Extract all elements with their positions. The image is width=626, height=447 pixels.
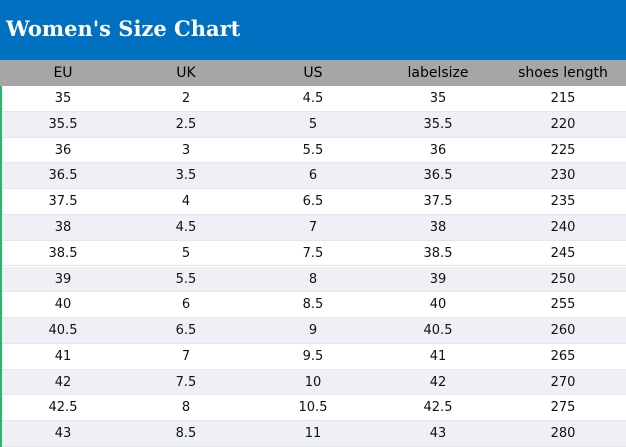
column-header: US [303, 65, 323, 81]
table-cell: 7 [181, 348, 191, 364]
table-row: 41 7 9.5 41 265 [0, 344, 626, 370]
table-cell: 38.5 [48, 245, 78, 261]
table-cell: 7.5 [302, 245, 324, 261]
table-cell: 2 [181, 91, 191, 106]
table-cell: 275 [550, 400, 576, 416]
table-cell: 260 [550, 323, 576, 339]
table-cell: 5.5 [302, 142, 324, 158]
table-cell: 240 [550, 219, 576, 235]
table-cell: 11 [304, 426, 322, 442]
table-cell: 42 [429, 374, 447, 390]
table-cell: 8 [181, 400, 191, 416]
table-cell: 7.5 [175, 374, 197, 390]
column-header: shoes length [518, 65, 608, 81]
table-cell: 3.5 [175, 168, 197, 184]
table-cell: 255 [550, 297, 576, 313]
table-cell: 6 [308, 168, 318, 184]
table-cell: 42.5 [423, 400, 453, 416]
table-cell: 8.5 [302, 297, 324, 313]
table-row: 40 6 8.5 40 255 [0, 292, 626, 319]
table-cell: 42.5 [48, 400, 78, 416]
table-row: 42 7.5 10 42 270 [0, 369, 626, 396]
table-cell: 8 [308, 271, 318, 287]
column-header: EU [53, 65, 73, 81]
table-cell: 37.5 [48, 194, 78, 210]
table-cell: 5.5 [175, 271, 197, 287]
table-cell: 4.5 [302, 91, 324, 106]
table-cell: 40.5 [48, 323, 78, 339]
table-cell: 250 [550, 271, 576, 287]
table-cell: 225 [550, 142, 576, 158]
table-cell: 38 [429, 219, 447, 235]
table-cell: 6.5 [302, 194, 324, 210]
table-cell: 10 [304, 374, 322, 390]
table-cell: 215 [550, 91, 576, 106]
column-header: labelsize [407, 65, 469, 81]
table-cell: 4.5 [175, 219, 197, 235]
table-cell: 36.5 [48, 168, 78, 184]
table-cell: 36.5 [423, 168, 453, 184]
table-cell: 5 [308, 116, 318, 132]
header-row: EU UK US labelsize shoes length [0, 60, 626, 86]
table-cell: 43 [54, 426, 72, 442]
table-cell: 41 [429, 348, 447, 364]
table-cell: 40.5 [423, 323, 453, 339]
table-cell: 7 [308, 219, 318, 235]
table-row: 37.5 4 6.5 37.5 235 [0, 189, 626, 215]
table-cell: 39 [54, 271, 72, 287]
table-row: 36 3 5.5 36 225 [0, 138, 626, 164]
title-banner: Women's Size Chart [0, 0, 626, 60]
table-body: 35 2 4.5 35 215 35.5 2.5 5 35.5 220 36 3 5.5 36 225 36.… [0, 86, 626, 447]
table-cell: 245 [550, 245, 576, 261]
table-row: 39 5.5 8 39 250 [0, 266, 626, 293]
table-cell: 8.5 [175, 426, 197, 442]
column-header: UK [176, 65, 196, 81]
table-cell: 41 [54, 348, 72, 364]
table-cell: 230 [550, 168, 576, 184]
table-cell: 39 [429, 271, 447, 287]
table-cell: 38.5 [423, 245, 453, 261]
table-cell: 265 [550, 348, 576, 364]
table-row: 35.5 2.5 5 35.5 220 [0, 111, 626, 138]
table-row: 36.5 3.5 6 36.5 230 [0, 163, 626, 190]
table-cell: 37.5 [423, 194, 453, 210]
table-cell: 35.5 [423, 116, 453, 132]
title: Women's Size Chart [6, 16, 241, 41]
table-cell: 36 [429, 142, 447, 158]
table-cell: 270 [550, 374, 576, 390]
table-cell: 6 [181, 297, 191, 313]
table-row: 38 4.5 7 38 240 [0, 214, 626, 241]
table-cell: 5 [181, 245, 191, 261]
table-cell: 280 [550, 426, 576, 442]
table-cell: 35.5 [48, 116, 78, 132]
table-row: 40.5 6.5 9 40.5 260 [0, 318, 626, 344]
table-cell: 35 [54, 91, 72, 106]
table-cell: 35 [429, 91, 447, 106]
table-cell: 3 [181, 142, 191, 158]
table-cell: 36 [54, 142, 72, 158]
table-cell: 43 [429, 426, 447, 442]
table-cell: 40 [54, 297, 72, 313]
table-cell: 6.5 [175, 323, 197, 339]
table-cell: 220 [550, 116, 576, 132]
table-cell: 38 [54, 219, 72, 235]
table-cell: 42 [54, 374, 72, 390]
table-cell: 9.5 [302, 348, 324, 364]
table-row: 38.5 5 7.5 38.5 245 [0, 241, 626, 267]
table-cell: 10.5 [298, 400, 328, 416]
table-row: 43 8.5 11 43 280 [0, 421, 626, 447]
table-cell: 2.5 [175, 116, 197, 132]
table-cell: 235 [550, 194, 576, 210]
table-cell: 40 [429, 297, 447, 313]
edge-line [0, 86, 2, 447]
table-row: 35 2 4.5 35 215 [0, 86, 626, 112]
table-cell: 9 [308, 323, 318, 339]
table-cell: 4 [181, 194, 191, 210]
table-row: 42.5 8 10.5 42.5 275 [0, 395, 626, 422]
